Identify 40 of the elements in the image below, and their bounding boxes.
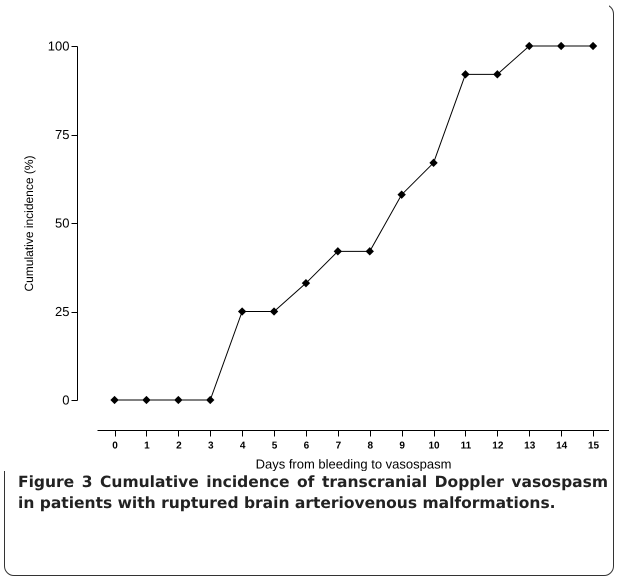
point: [525, 42, 534, 50]
x-tick-label: 0: [112, 440, 118, 452]
y-tick-label: 75: [55, 127, 70, 142]
y-tick-label: 0: [62, 392, 70, 408]
x-tick-label: 8: [367, 440, 374, 452]
point: [334, 247, 342, 256]
x-tick-label: 6: [304, 440, 310, 452]
y-tick-label: 100: [48, 38, 70, 54]
x-tick-label: 3: [208, 440, 214, 452]
point: [493, 70, 502, 79]
point: [238, 307, 246, 316]
x-tick-label: 2: [176, 440, 182, 452]
x-tick-label: 7: [336, 440, 342, 452]
y-tick-label: 25: [55, 304, 70, 319]
x-axis-title: Days from bleeding to vasospasm: [256, 456, 452, 472]
x-tick-label: 14: [556, 440, 568, 452]
point: [270, 307, 278, 316]
x-tick-label: 1: [144, 440, 150, 452]
x-tick-label: 5: [272, 440, 278, 452]
x-tick-label: 12: [492, 440, 504, 452]
point: [429, 158, 438, 168]
point: [461, 70, 470, 79]
x-tick-label: 4: [240, 440, 246, 452]
y-tick-label: 50: [55, 216, 70, 230]
point: [588, 42, 598, 50]
x-tick-label: 9: [399, 440, 406, 452]
point: [366, 247, 374, 256]
x-tick-label: 13: [524, 440, 536, 452]
point: [174, 396, 183, 404]
point: [110, 396, 119, 404]
point: [206, 396, 214, 404]
point: [397, 190, 406, 199]
point: [302, 278, 310, 288]
x-tick-label: 10: [428, 440, 440, 452]
x-tick-label: 11: [460, 440, 472, 452]
point: [556, 42, 566, 50]
x-tick-label: 15: [588, 440, 600, 452]
y-axis-title: Cumulative incidence (%): [22, 155, 36, 292]
caption: Figure 3 Cumulative incidence of transcranial Doppler vasospasm in patients with ruptured brain arteriovenous malformations.: [18, 472, 608, 514]
point: [142, 396, 151, 404]
